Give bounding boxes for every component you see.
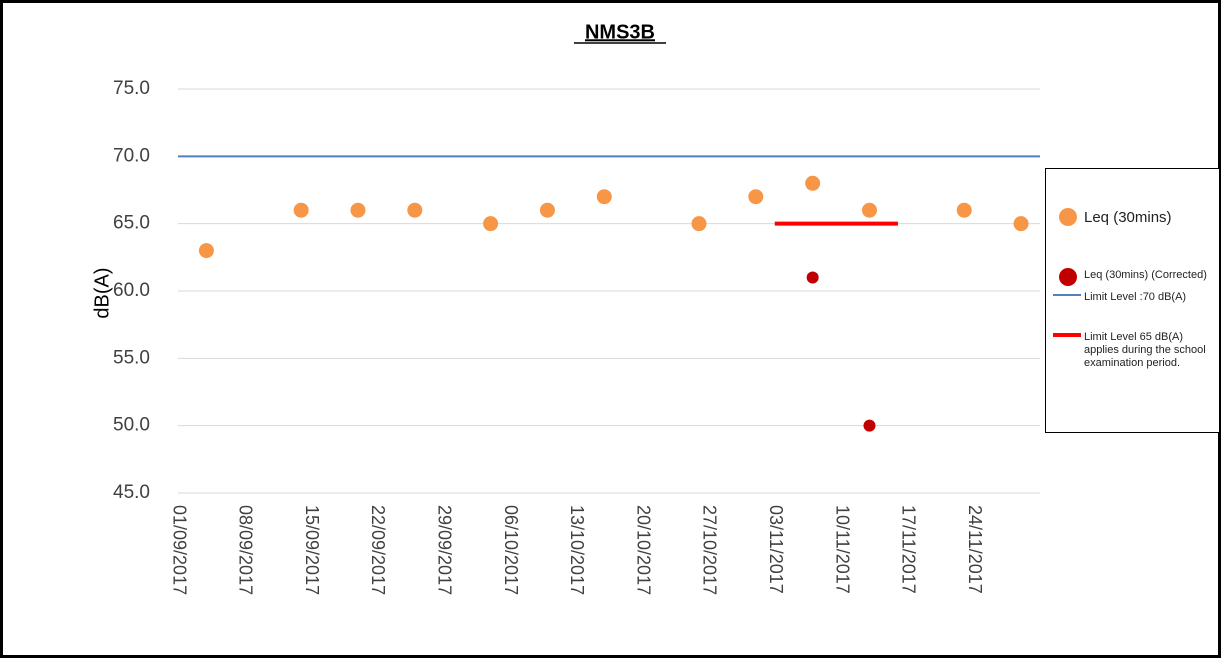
chart-title: NMS3B <box>585 21 655 43</box>
legend-swatch <box>1059 208 1077 226</box>
y-axis-label: dB(A) <box>91 267 113 318</box>
data-point <box>863 419 876 432</box>
legend-label: Limit Level :70 dB(A) <box>1084 291 1187 303</box>
x-tick-label: 13/10/2017 <box>567 505 587 595</box>
legend-swatch <box>1053 333 1081 337</box>
data-point <box>198 243 214 259</box>
legend-marker <box>1059 268 1077 286</box>
legend-label: Limit Level 65 dB(A) applies during the … <box>1084 331 1206 370</box>
y-tick-label: 75.0 <box>113 78 150 99</box>
data-point <box>691 216 707 232</box>
chart: NMS3B dB(A) 45.0 50.0 55.0 60.0 65.0 70.0 75.0… <box>91 21 1040 595</box>
x-tick-label: 01/09/2017 <box>169 505 189 595</box>
legend-marker <box>1059 208 1077 226</box>
data-point <box>293 202 309 218</box>
x-tick-label: 03/11/2017 <box>766 505 786 594</box>
y-tick-label: 60.0 <box>113 280 150 301</box>
x-tick-label: 10/11/2017 <box>832 505 852 594</box>
data-point <box>956 202 972 218</box>
data-point <box>806 271 819 284</box>
data-point <box>748 189 764 205</box>
x-tick-label: 20/10/2017 <box>633 505 653 595</box>
x-tick-label: 06/10/2017 <box>501 505 521 595</box>
legend-swatch <box>1053 294 1081 296</box>
y-tick-label: 50.0 <box>113 415 150 436</box>
x-tick-label: 29/09/2017 <box>434 505 454 595</box>
y-tick-label: 65.0 <box>113 213 150 234</box>
data-point <box>596 189 612 205</box>
data-point <box>483 216 499 232</box>
data-point <box>539 202 555 218</box>
y-tick-label: 45.0 <box>113 482 150 503</box>
data-point <box>805 175 821 191</box>
x-tick-label: 24/11/2017 <box>965 505 985 594</box>
x-tick-label: 15/09/2017 <box>302 505 322 595</box>
legend-label: Leq (30mins) <box>1084 209 1172 226</box>
x-tick-label: 08/09/2017 <box>236 505 256 595</box>
y-tick-label: 55.0 <box>113 347 150 368</box>
legend: Leq (30mins) Leq (30mins) (Corrected) Limi… <box>1045 168 1220 433</box>
x-tick-label: 27/10/2017 <box>700 505 720 595</box>
data-point <box>1013 216 1029 232</box>
y-tick-label: 70.0 <box>113 145 150 166</box>
data-point <box>350 202 366 218</box>
x-tick-label: 22/09/2017 <box>368 505 388 595</box>
legend-label: Leq (30mins) (Corrected) <box>1084 269 1207 281</box>
data-point <box>861 202 877 218</box>
x-tick-label: 17/11/2017 <box>899 505 919 594</box>
legend-swatch <box>1059 268 1077 286</box>
data-point <box>407 202 423 218</box>
